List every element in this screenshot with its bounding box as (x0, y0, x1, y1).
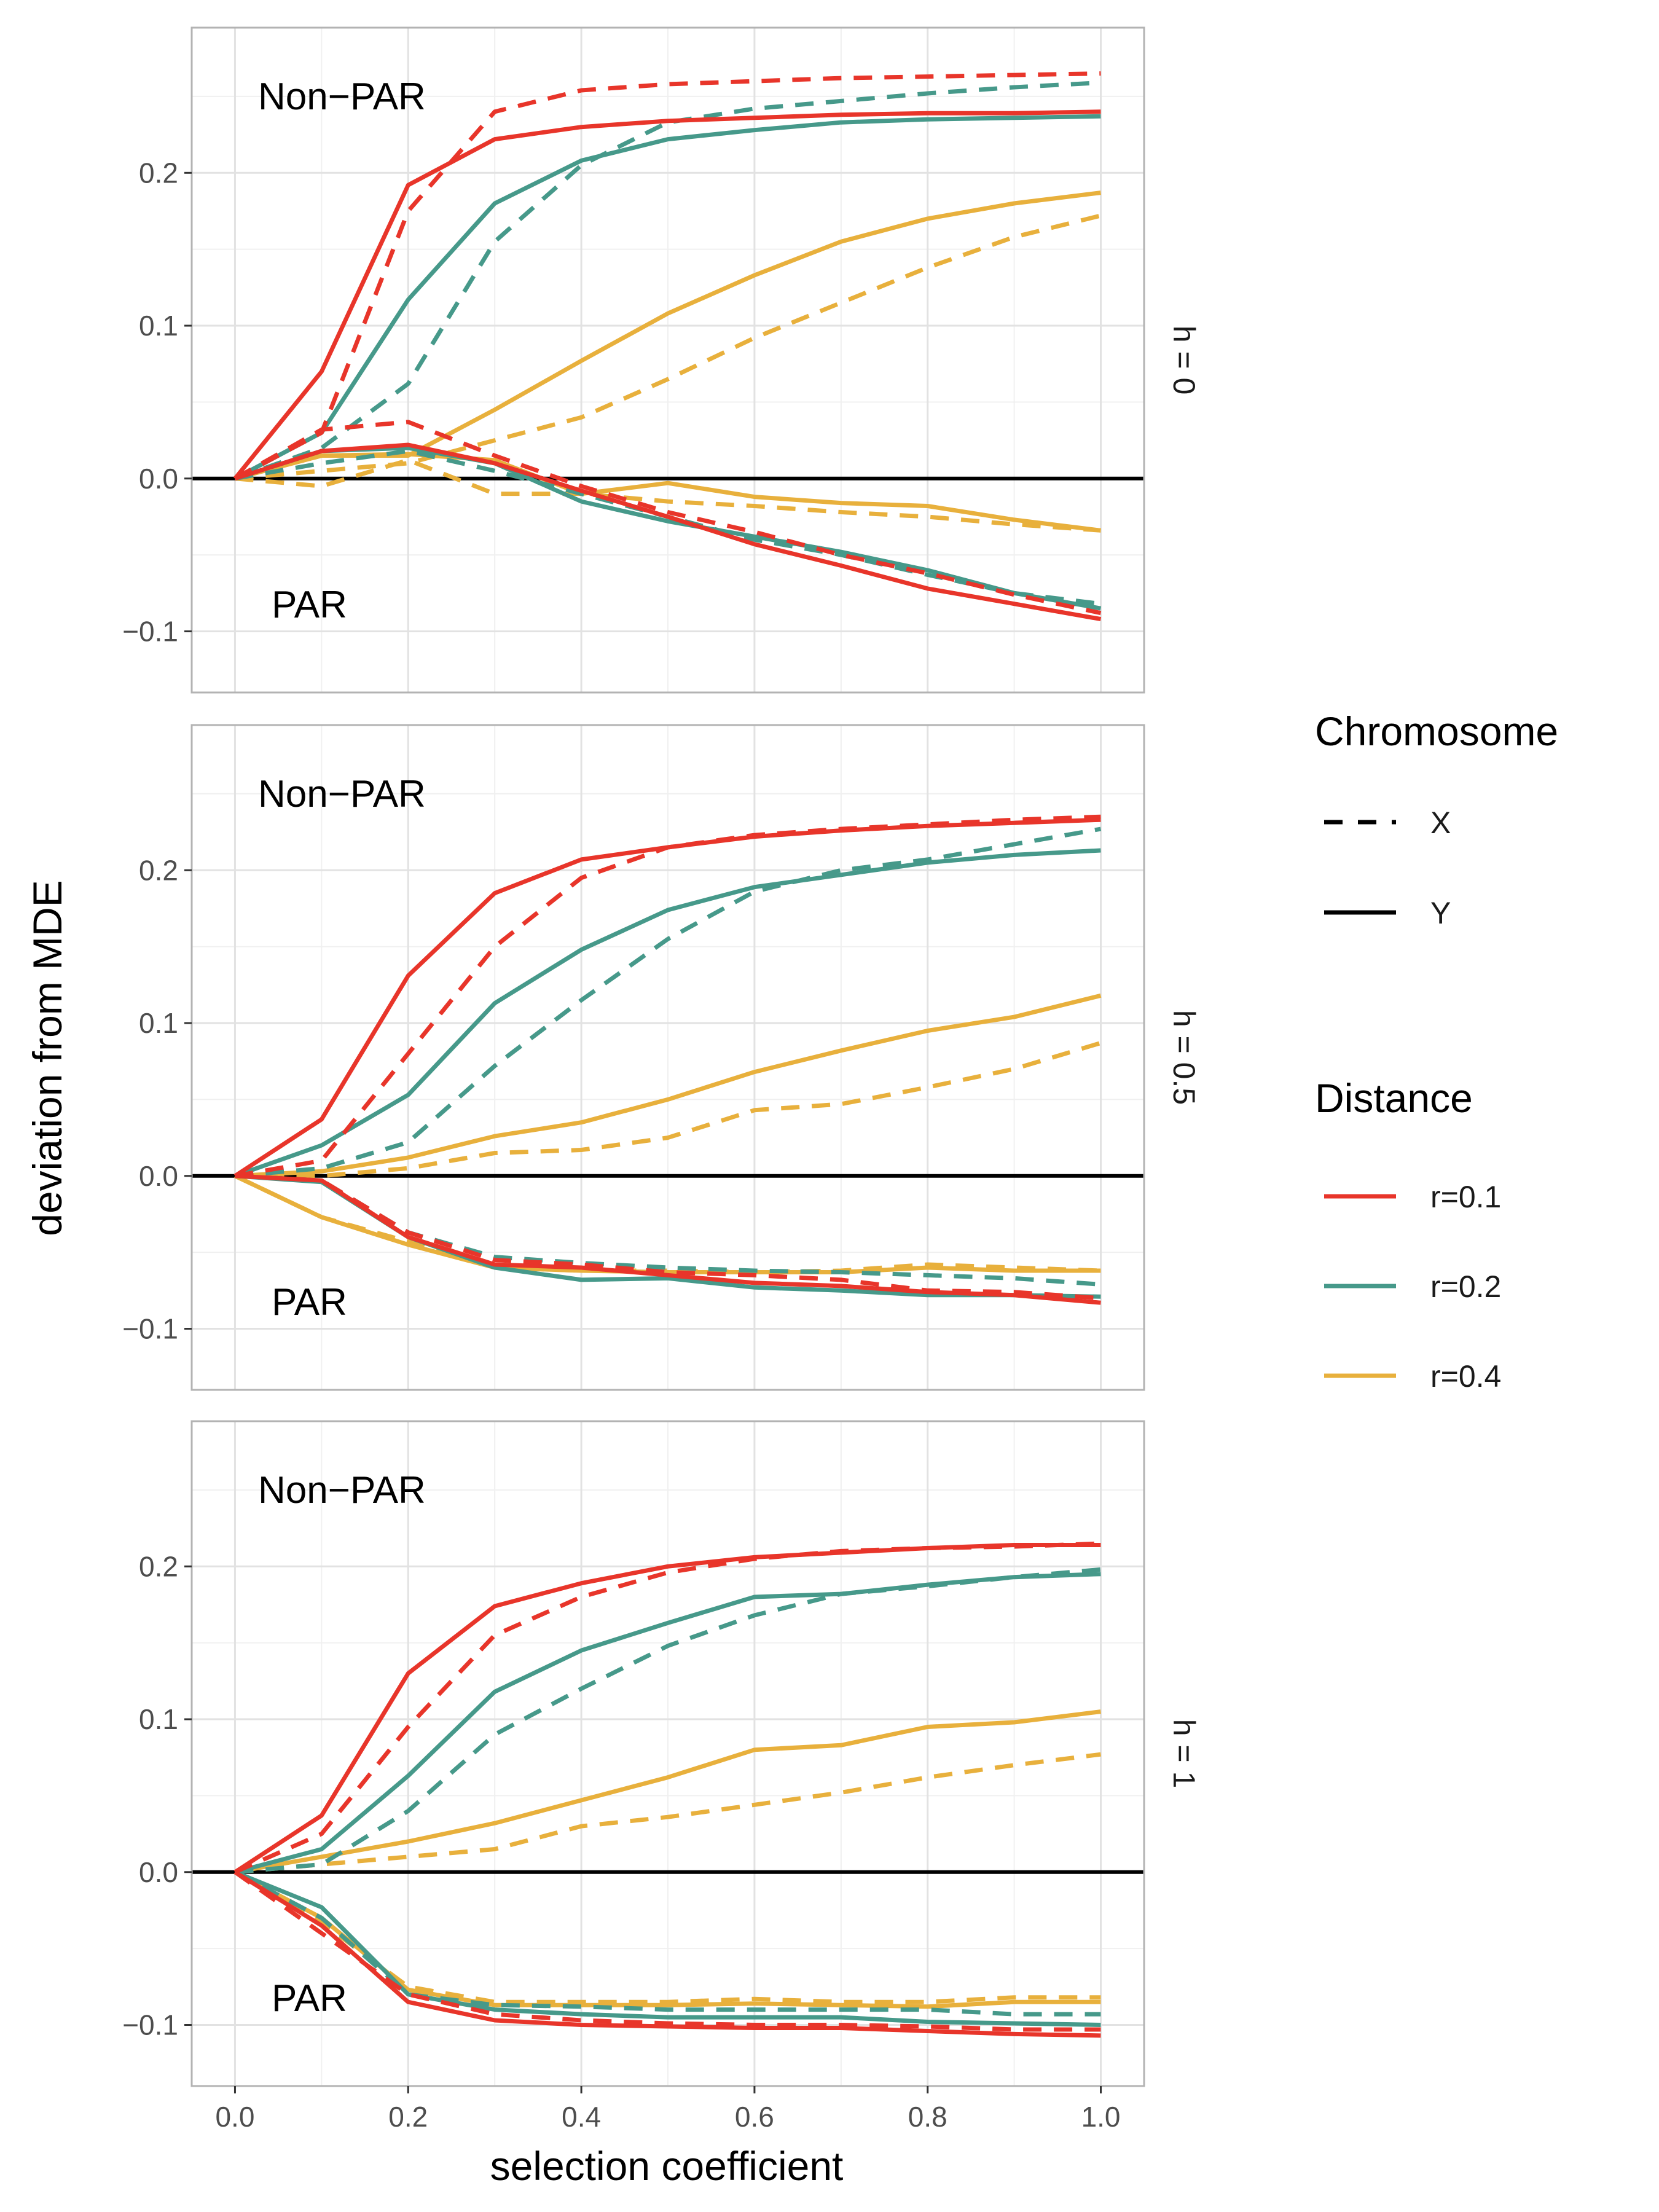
y-tick-label: 0.1 (139, 310, 178, 342)
region-label-par: PAR (272, 1977, 347, 2020)
legend-label-r01: r=0.1 (1430, 1180, 1501, 1214)
region-label-par: PAR (272, 1281, 347, 1324)
y-tick-label: −0.1 (122, 2009, 178, 2041)
series-line-non-par-y-r04 (234, 1709, 1101, 1875)
series-line-non-par-x-r04 (235, 1041, 1102, 1179)
y-tick-label: −0.1 (122, 616, 178, 648)
chart-panels: −0.1 0.0 0.1 0.2 Non−PAR PAR h = 0 −0.1 0.0 0.1 0.… (122, 26, 1201, 2087)
series-line-non-par-x-r02 (234, 80, 1101, 481)
facet-strip-label: h = 0 (1167, 326, 1201, 395)
panel-border (190, 724, 1145, 1391)
series-line-non-par-y-r02 (233, 114, 1101, 480)
y-tick-label: 0.2 (139, 157, 178, 189)
x-axis-title: selection coefficient (490, 2143, 844, 2189)
series-line-par-x-r01 (233, 420, 1102, 616)
series-line-non-par-y-r02 (234, 1572, 1101, 1875)
series-line-non-par-x-r04 (235, 213, 1102, 481)
x-tick-label: 0.6 (735, 2101, 774, 2133)
series-line-par-y-r02 (234, 1870, 1101, 2027)
y-axis-title: deviation from MDE (25, 880, 70, 1236)
series-line-par-x-r04 (233, 1174, 1101, 1274)
series-line-par-y-r01 (234, 442, 1102, 622)
legend-label-r04: r=0.4 (1430, 1359, 1501, 1394)
region-label-non-par: Non−PAR (258, 1469, 426, 1512)
x-axis: 0.0 0.2 0.4 0.6 0.8 1.0 (215, 2086, 1121, 2133)
panel-1: −0.1 0.0 0.1 0.2 Non−PAR PAR h = 0 (122, 26, 1201, 694)
series-line-non-par-y-r04 (235, 993, 1102, 1179)
facet-strip-label: h = 1 (1167, 1719, 1201, 1789)
y-tick-label: −0.1 (122, 1313, 178, 1345)
series-line-par-x-r01 (233, 1870, 1101, 2032)
panel-3: −0.1 0.0 0.1 0.2 Non−PAR PAR h = 1 (122, 1420, 1201, 2087)
legend-label-y: Y (1430, 896, 1451, 930)
y-tick-label: 0.0 (139, 1856, 178, 1888)
series-line-non-par-x-r04 (235, 1752, 1101, 1875)
x-tick-label: 0.4 (562, 2101, 601, 2133)
region-label-non-par: Non−PAR (258, 76, 426, 118)
y-tick-label: 0.1 (139, 1007, 178, 1039)
series-line-non-par-x-r01 (234, 814, 1101, 1179)
y-tick-label: 0.2 (139, 1550, 178, 1582)
series-line-non-par-y-r02 (234, 848, 1101, 1179)
facet-strip-label: h = 0.5 (1167, 1010, 1201, 1105)
x-tick-label: 0.8 (908, 2101, 947, 2133)
series-line-par-y-r04 (234, 452, 1101, 533)
legend-title-chromosome: Chromosome (1315, 708, 1558, 754)
x-tick-label: 1.0 (1081, 2101, 1121, 2133)
panel-border (190, 26, 1145, 694)
series-line-non-par-x-r02 (235, 826, 1102, 1179)
x-tick-label: 0.2 (388, 2101, 428, 2133)
region-label-non-par: Non−PAR (258, 773, 426, 815)
y-tick-label: 0.0 (139, 1160, 178, 1192)
series-line-non-par-x-r01 (233, 71, 1101, 480)
series-line-par-x-r02 (233, 1870, 1101, 2017)
series-line-par-y-r01 (233, 1870, 1101, 2038)
series-line-non-par-y-r01 (233, 109, 1101, 480)
legend-title-distance: Distance (1315, 1075, 1473, 1121)
y-tick-label: 0.2 (139, 854, 178, 886)
legend: Chromosome X Y Distance r=0.1 r=0.2 r=0.… (1315, 708, 1558, 1394)
legend-label-x: X (1430, 806, 1451, 840)
y-tick-label: 0.1 (139, 1703, 178, 1735)
series-line-non-par-x-r01 (234, 1541, 1101, 1875)
series-line-par-x-r01 (235, 1174, 1101, 1301)
series-line-non-par-x-r02 (235, 1567, 1101, 1875)
panel-2: −0.1 0.0 0.1 0.2 Non−PAR PAR h = 0.5 (122, 724, 1201, 1391)
series-line-par-x-r04 (235, 458, 1101, 533)
x-tick-label: 0.0 (215, 2101, 254, 2133)
y-tick-label: 0.0 (139, 463, 178, 495)
panel-border (190, 1420, 1145, 2087)
region-label-par: PAR (272, 584, 347, 626)
legend-label-r02: r=0.2 (1430, 1269, 1501, 1304)
